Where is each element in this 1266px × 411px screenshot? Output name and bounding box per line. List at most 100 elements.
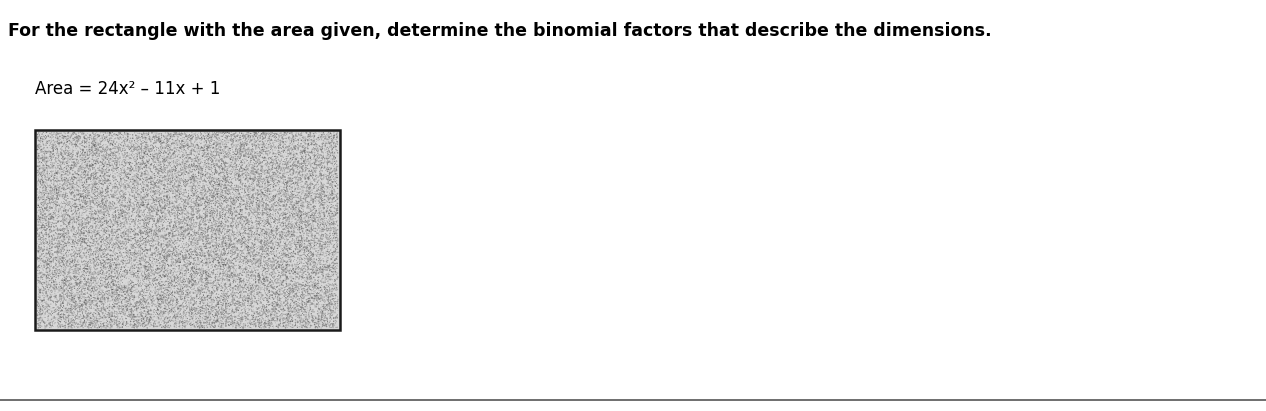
Point	[246, 268, 266, 274]
Point	[85, 139, 105, 145]
Point	[270, 185, 290, 192]
Point	[222, 241, 242, 247]
Point	[160, 194, 180, 201]
Point	[156, 129, 176, 136]
Point	[206, 238, 227, 244]
Point	[243, 200, 263, 207]
Point	[42, 150, 62, 156]
Point	[244, 293, 265, 300]
Point	[257, 161, 277, 168]
Point	[222, 215, 242, 222]
Point	[230, 140, 251, 146]
Point	[318, 309, 338, 315]
Point	[206, 130, 227, 137]
Point	[133, 240, 153, 247]
Point	[110, 261, 130, 268]
Point	[257, 176, 277, 183]
Point	[152, 289, 172, 296]
Point	[299, 181, 319, 187]
Point	[238, 257, 258, 263]
Point	[211, 219, 232, 225]
Point	[243, 193, 263, 199]
Point	[108, 254, 128, 260]
Point	[109, 247, 129, 254]
Point	[146, 275, 166, 281]
Point	[97, 185, 118, 192]
Point	[279, 214, 299, 220]
Point	[322, 169, 342, 175]
Point	[206, 273, 227, 280]
Point	[277, 178, 298, 185]
Point	[192, 178, 213, 185]
Point	[130, 232, 151, 238]
Point	[130, 146, 151, 152]
Point	[197, 260, 218, 266]
Point	[243, 284, 263, 290]
Point	[161, 217, 181, 224]
Point	[95, 242, 115, 248]
Point	[35, 199, 56, 206]
Point	[116, 181, 137, 187]
Point	[132, 140, 152, 147]
Point	[134, 221, 154, 227]
Point	[143, 293, 163, 299]
Point	[77, 194, 97, 201]
Point	[30, 293, 51, 300]
Point	[162, 194, 182, 201]
Point	[185, 138, 205, 145]
Point	[108, 185, 128, 191]
Point	[154, 168, 175, 175]
Point	[187, 192, 208, 198]
Point	[182, 267, 203, 273]
Point	[292, 154, 313, 161]
Point	[123, 314, 143, 320]
Point	[34, 305, 54, 311]
Point	[97, 177, 118, 184]
Point	[86, 295, 106, 302]
Point	[206, 167, 227, 174]
Point	[276, 186, 296, 192]
Point	[116, 129, 137, 136]
Point	[225, 212, 246, 219]
Point	[199, 253, 219, 260]
Point	[172, 262, 192, 268]
Point	[244, 247, 265, 254]
Point	[152, 131, 172, 137]
Point	[95, 134, 115, 141]
Point	[289, 145, 309, 152]
Point	[111, 164, 132, 170]
Point	[227, 238, 247, 245]
Point	[323, 307, 343, 314]
Point	[290, 248, 310, 255]
Point	[111, 304, 132, 311]
Point	[262, 196, 282, 203]
Point	[243, 176, 263, 182]
Point	[130, 224, 151, 230]
Point	[320, 160, 341, 167]
Point	[266, 253, 286, 259]
Point	[270, 133, 290, 140]
Point	[316, 155, 337, 162]
Point	[252, 319, 272, 326]
Point	[256, 220, 276, 226]
Point	[47, 190, 67, 196]
Point	[290, 317, 310, 323]
Point	[33, 222, 53, 229]
Point	[51, 241, 71, 248]
Point	[144, 320, 165, 327]
Point	[277, 305, 298, 312]
Point	[285, 306, 305, 312]
Point	[182, 283, 203, 290]
Point	[125, 221, 146, 227]
Point	[192, 230, 213, 236]
Point	[175, 278, 195, 285]
Point	[252, 219, 272, 226]
Point	[273, 202, 294, 208]
Point	[320, 146, 341, 153]
Point	[261, 248, 281, 255]
Point	[47, 175, 67, 182]
Point	[249, 175, 270, 182]
Point	[77, 179, 97, 186]
Point	[43, 177, 63, 183]
Point	[127, 154, 147, 160]
